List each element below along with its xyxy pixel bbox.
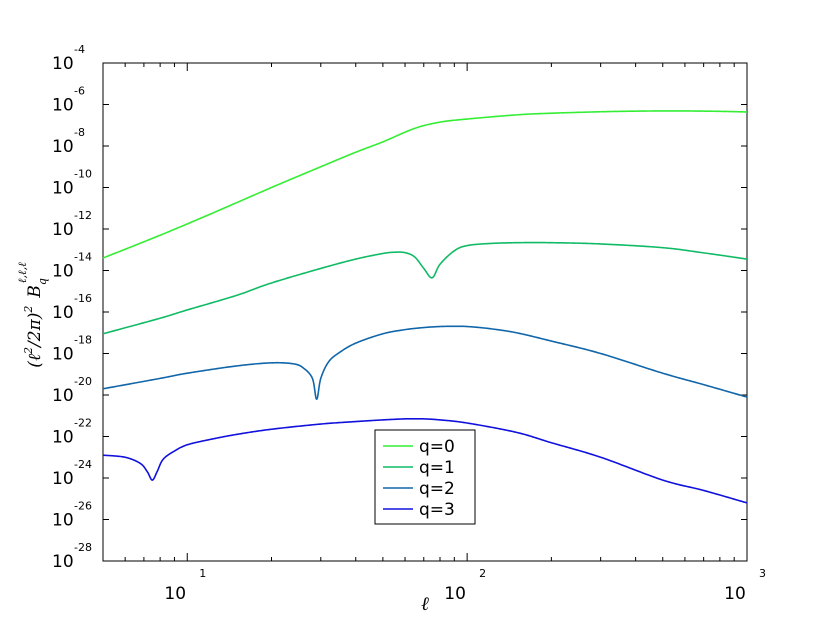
- y-tick-exponent: -22: [74, 417, 92, 430]
- y-axis-label: (ℓ2/2π)2Bqℓ,ℓ,ℓ: [16, 262, 49, 368]
- series-line-q=1: [102, 241, 748, 335]
- x-tick-exponent: 3: [759, 567, 766, 580]
- y-tick-label: 10: [52, 345, 74, 365]
- x-tick-label: 10: [724, 584, 746, 604]
- y-tick-label: 10: [52, 303, 74, 323]
- legend-label: q=2: [419, 479, 455, 499]
- y-tick-label: 10: [52, 428, 74, 448]
- y-axis: 10-2810-2610-2410-2210-2010-1810-1610-14…: [52, 43, 747, 572]
- y-tick-label: 10: [52, 220, 74, 240]
- x-tick-exponent: 2: [479, 567, 486, 580]
- y-tick-exponent: -28: [74, 541, 92, 554]
- y-tick-label: 10: [52, 552, 74, 572]
- y-tick-label: 10: [52, 469, 74, 489]
- x-axis-label: ℓ: [421, 593, 429, 615]
- y-tick-label: 10: [52, 511, 74, 531]
- y-tick-exponent: -18: [74, 334, 92, 347]
- y-tick-exponent: -8: [74, 126, 85, 139]
- y-tick-exponent: -20: [74, 375, 92, 388]
- y-tick-exponent: -24: [74, 458, 92, 471]
- y-tick-label: 10: [52, 179, 74, 199]
- y-label-sub: q: [36, 278, 49, 285]
- y-tick-exponent: -4: [74, 43, 85, 56]
- y-label-b: B: [25, 285, 45, 299]
- legend-label: q=3: [419, 500, 455, 520]
- y-label-sq2: 2: [22, 306, 35, 314]
- y-tick-label: 10: [52, 137, 74, 157]
- x-tick-label: 10: [444, 584, 466, 604]
- y-tick-label: 10: [52, 96, 74, 116]
- y-tick-exponent: -6: [74, 85, 85, 98]
- svg-text:(ℓ2/2π)2Bqℓ,ℓ,ℓ: (ℓ2/2π)2Bqℓ,ℓ,ℓ: [16, 262, 49, 368]
- y-tick-label: 10: [52, 54, 74, 74]
- series-line-q=2: [102, 325, 748, 401]
- y-tick-exponent: -14: [74, 251, 92, 264]
- y-tick-exponent: -26: [74, 500, 92, 513]
- legend-label: q=0: [419, 437, 455, 457]
- y-tick-label: 10: [52, 262, 74, 282]
- series-line-q=0: [102, 110, 748, 259]
- y-label-sup: ℓ,ℓ,ℓ: [16, 262, 29, 283]
- y-tick-exponent: -12: [74, 209, 92, 222]
- series-layer: [102, 110, 748, 504]
- y-label-prefix: (ℓ: [25, 354, 45, 368]
- series-line-q=3: [102, 417, 748, 504]
- legend: q=0q=1q=2q=3: [374, 429, 476, 525]
- y-label-sq1: 2: [22, 347, 35, 355]
- x-tick-label: 10: [164, 584, 186, 604]
- legend-label: q=1: [419, 458, 455, 478]
- x-tick-exponent: 1: [199, 567, 206, 580]
- y-label-mid: /2π): [25, 313, 45, 349]
- y-tick-exponent: -16: [74, 292, 92, 305]
- y-tick-exponent: -10: [74, 168, 92, 181]
- y-tick-label: 10: [52, 386, 74, 406]
- x-axis: 10 1 10 2 10 3: [102, 63, 766, 604]
